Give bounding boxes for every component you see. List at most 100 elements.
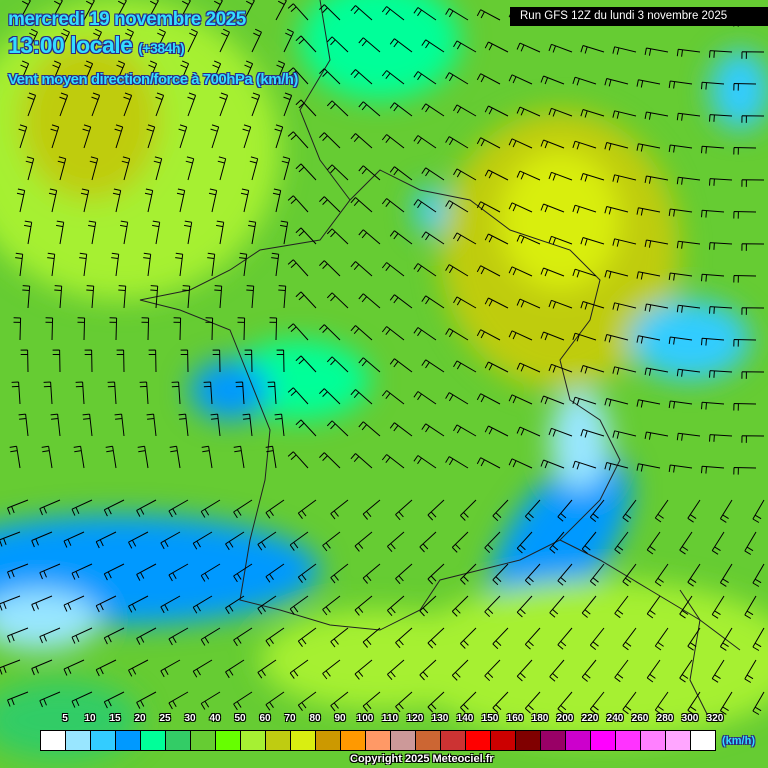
wind-barb <box>622 691 637 715</box>
wind-barb <box>524 499 541 522</box>
wind-barb <box>143 252 152 277</box>
wind-barb <box>295 99 317 117</box>
wind-barb <box>271 252 280 277</box>
wind-barb <box>604 334 629 343</box>
wind-barb <box>381 390 405 405</box>
wind-barb <box>31 659 53 676</box>
wind-barb <box>508 202 533 213</box>
wind-barb <box>612 174 637 183</box>
wind-barb <box>141 317 150 341</box>
wind-barb <box>709 306 733 314</box>
wind-barb <box>214 285 223 309</box>
wind-barb <box>225 531 245 551</box>
wind-barb <box>614 595 629 619</box>
wind-barb <box>233 445 245 469</box>
legend-label: 260 <box>631 713 649 724</box>
wind-barb <box>39 563 61 580</box>
wind-barb <box>71 691 93 708</box>
wind-barb <box>272 188 282 213</box>
wind-barb <box>59 28 70 53</box>
wind-barb <box>326 164 349 181</box>
wind-barb <box>476 457 501 469</box>
wind-barb <box>395 499 413 521</box>
legend-swatch <box>466 731 491 750</box>
wind-barb <box>580 429 605 438</box>
wind-barb <box>395 691 413 713</box>
wind-barb <box>484 41 509 53</box>
legend-label: 15 <box>109 713 121 724</box>
wind-barb <box>484 105 509 117</box>
wind-barb <box>421 295 445 309</box>
wind-barb <box>668 336 693 345</box>
legend-label: 320 <box>706 713 724 724</box>
wind-barb <box>176 188 186 213</box>
wind-barb <box>257 531 277 551</box>
legend-swatch <box>266 731 291 750</box>
wind-barb <box>516 531 533 554</box>
wind-barb <box>612 110 637 119</box>
wind-barb <box>419 659 437 681</box>
wind-barb <box>39 691 61 708</box>
wind-barb <box>451 531 469 553</box>
wind-barb <box>711 531 725 555</box>
wind-barb <box>636 399 661 408</box>
wind-barb <box>114 124 124 149</box>
wind-barb <box>51 60 62 85</box>
wind-barb <box>160 531 181 550</box>
wind-barb <box>687 499 701 523</box>
wind-barb <box>752 627 765 651</box>
wind-barb <box>387 659 405 681</box>
wind-barb <box>709 50 733 58</box>
wind-barb <box>701 209 725 218</box>
wind-barb <box>73 445 85 469</box>
wind-barb <box>540 395 565 405</box>
wind-barb <box>381 134 405 149</box>
wind-barb <box>182 285 191 309</box>
wind-barb <box>56 220 65 245</box>
legend-swatch <box>666 731 691 750</box>
wind-barb <box>676 176 701 185</box>
legend-label: 10 <box>84 713 96 724</box>
wind-barb <box>109 317 118 341</box>
wind-barb <box>719 627 733 651</box>
wind-barb <box>51 0 63 21</box>
wind-barb <box>548 363 573 373</box>
wind-barb <box>136 499 157 517</box>
wind-barb <box>524 691 541 714</box>
wind-barb <box>389 38 413 53</box>
wind-barb <box>95 659 117 677</box>
wind-barb <box>709 242 733 250</box>
legend-label: 50 <box>234 713 246 724</box>
wind-barb <box>484 659 501 682</box>
legend-swatch <box>491 731 516 750</box>
wind-barb <box>668 208 693 217</box>
wind-barb <box>274 413 285 437</box>
wind-barb <box>77 317 86 341</box>
legend-label: 180 <box>531 713 549 724</box>
wind-barb <box>212 349 221 373</box>
legend-swatch <box>166 731 191 750</box>
legend-swatch <box>91 731 116 750</box>
wind-barb <box>287 67 309 85</box>
wind-barb <box>572 140 597 150</box>
wind-barb <box>31 531 53 548</box>
wind-barb <box>147 60 158 85</box>
wind-barb <box>460 563 477 585</box>
wind-barb <box>636 271 661 280</box>
wind-barb <box>178 124 188 149</box>
wind-barb <box>136 627 157 645</box>
wind-barb <box>687 627 701 651</box>
wind-barb <box>207 252 216 277</box>
wind-barb <box>445 264 469 277</box>
wind-barb <box>460 691 477 713</box>
wind-barb <box>211 60 222 85</box>
wind-barb <box>362 691 381 712</box>
wind-barb <box>654 691 669 715</box>
wind-barb <box>322 595 341 616</box>
wind-barb <box>168 563 189 582</box>
wind-barb <box>168 499 189 518</box>
wind-barb <box>354 531 373 552</box>
wind-barb <box>445 392 469 405</box>
wind-barb <box>103 563 125 581</box>
wind-barb <box>572 460 597 470</box>
